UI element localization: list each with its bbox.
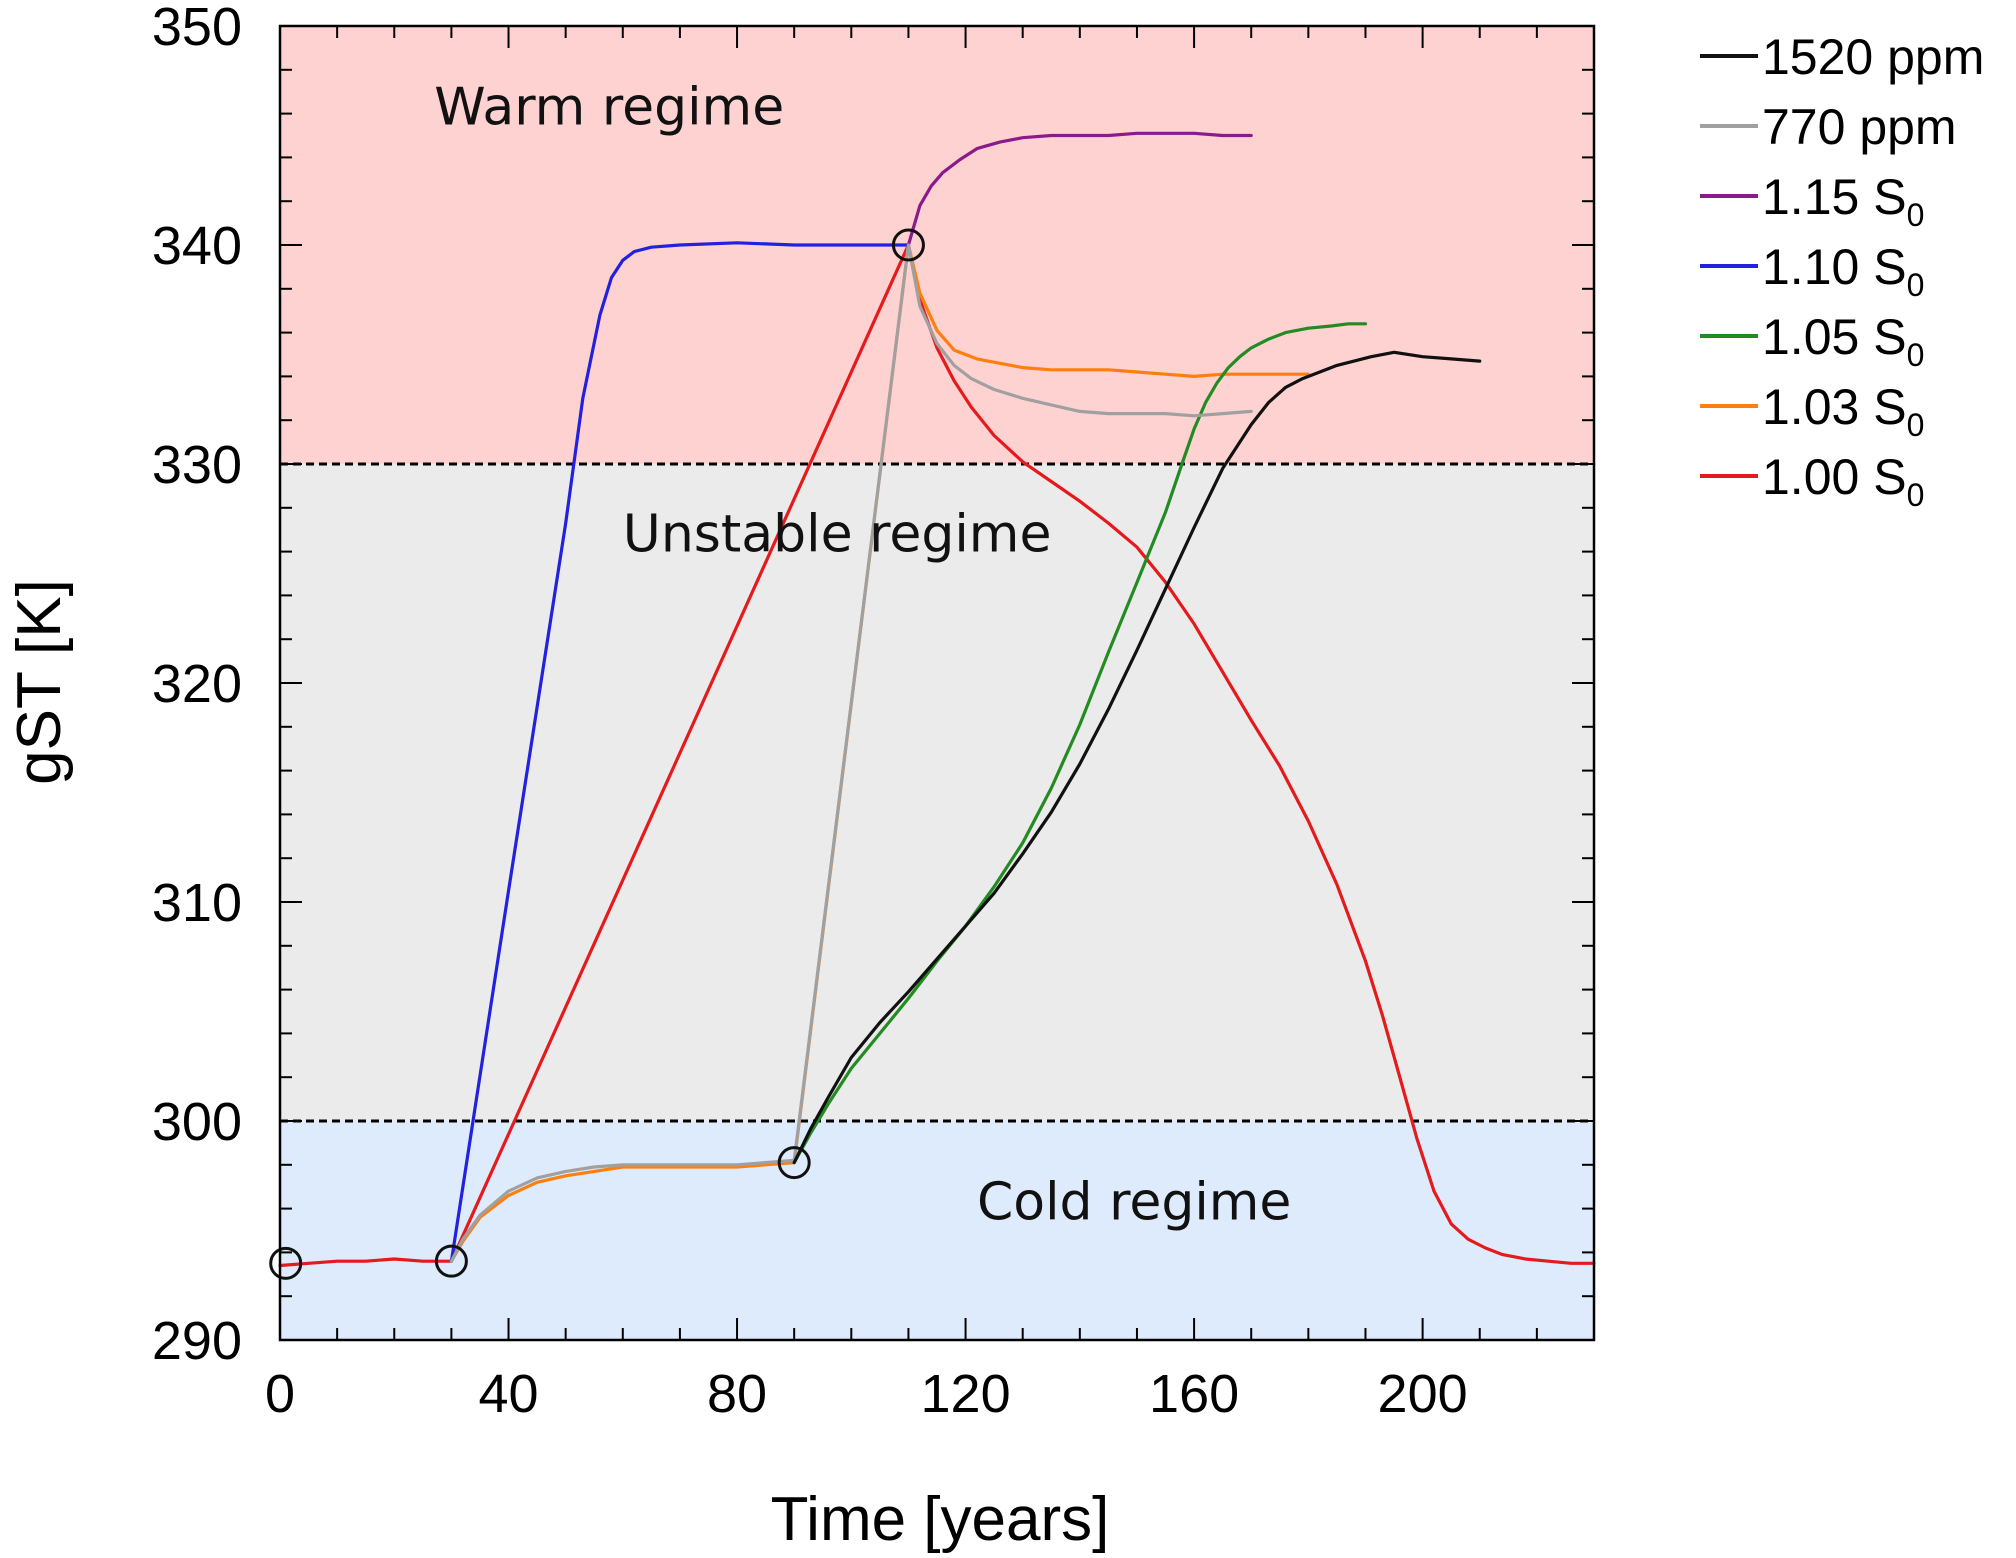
series-line-1520-ppm [792,350,1482,1165]
region-label-unstable-regime: Unstable regime [623,505,1052,565]
plot-frame [278,24,1596,1342]
y-axis-title: gST [K] [5,579,74,785]
legend-label-main: 1.15 S [1762,169,1907,225]
branch-point-marker [434,1244,468,1278]
y-tick-label: 340 [152,216,242,276]
series-line-1-10-s0 [449,241,910,1263]
region-unstable-regime [280,464,1594,1121]
legend-label-main: 1.05 S [1762,309,1907,365]
series-line-1-05-s0 [792,322,1368,1165]
legend-label-1-00-s0: 1.00 S0 [1762,449,1924,513]
series-line-1-00-s0 [278,243,1596,1268]
series-line-770-ppm [449,243,1253,1263]
legend-label-subscript: 0 [1907,477,1925,513]
x-tick-label: 160 [1149,1364,1239,1424]
legend-label-main: 1.00 S [1762,449,1907,505]
branch-point-marker [777,1146,811,1180]
region-cold-regime [280,1121,1594,1340]
x-tick-label: 40 [478,1364,538,1424]
legend-label-770-ppm: 770 ppm [1762,99,1957,155]
axis-tick-labels: 0 40 80 120 160 200 290 300 310 320 330 340 350 [152,0,1468,1424]
series-line-1-03-s0 [449,243,1310,1263]
x-tick-label: 80 [707,1364,767,1424]
legend-label-main: 1.10 S [1762,239,1907,295]
regime-bands [280,26,1594,1340]
x-tick-label: 0 [265,1364,295,1424]
y-tick-label: 350 [152,0,242,57]
x-tick-label: 200 [1378,1364,1468,1424]
y-tick-label: 290 [152,1311,242,1371]
legend-label-main: 770 ppm [1762,99,1957,155]
x-axis-title: Time [years] [771,1485,1110,1554]
legend-label-1520-ppm: 1520 ppm [1762,29,1984,85]
legend-label-main: 1520 ppm [1762,29,1984,85]
branch-point-markers [269,228,925,1280]
y-tick-label: 320 [152,654,242,714]
legend-label-subscript: 0 [1907,197,1925,233]
y-tick-label: 330 [152,435,242,495]
legend-label-subscript: 0 [1907,407,1925,443]
regime-labels: Warm regime Unstable regime Cold regime [434,78,1291,1233]
y-tick-label: 310 [152,873,242,933]
series-line-1-15-s0 [906,131,1253,247]
legend-label-1-03-s0: 1.03 S0 [1762,379,1924,443]
y-tick-label: 300 [152,1092,242,1152]
region-label-cold-regime: Cold regime [977,1173,1291,1233]
legend-label-1-05-s0: 1.05 S0 [1762,309,1924,373]
branch-point-marker [269,1246,303,1280]
region-label-warm-regime: Warm regime [434,78,784,138]
region-warm-regime [280,26,1594,464]
legend-label-main: 1.03 S [1762,379,1907,435]
legend-label-1-10-s0: 1.10 S0 [1762,239,1924,303]
legend-label-subscript: 0 [1907,337,1925,373]
legend-label-subscript: 0 [1907,267,1925,303]
branch-point-marker [891,228,925,262]
regime-threshold-lines [280,462,1594,1123]
x-tick-label: 120 [921,1364,1011,1424]
legend-label-1-15-s0: 1.15 S0 [1762,169,1924,233]
series-lines [278,131,1596,1268]
